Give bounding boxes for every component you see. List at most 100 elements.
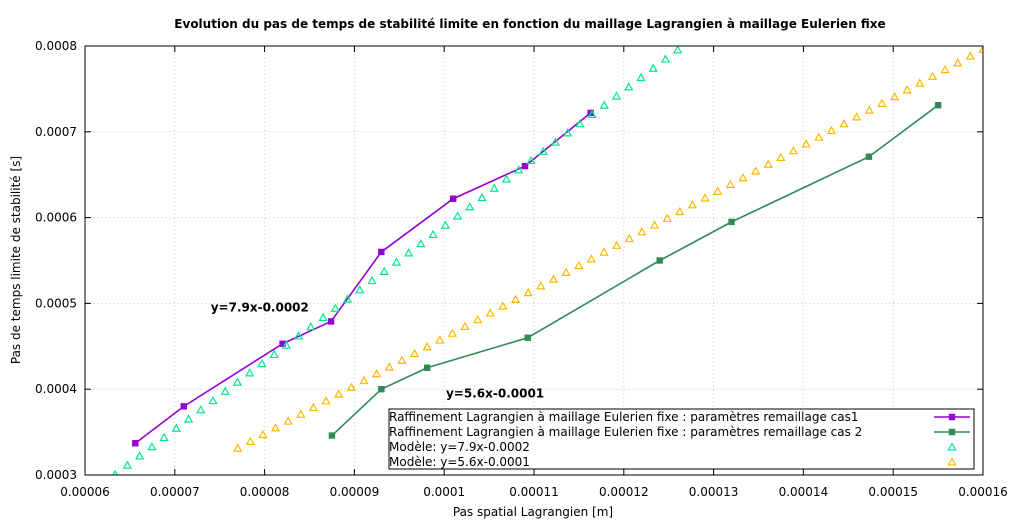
model-point <box>660 54 671 63</box>
data-point <box>728 218 735 226</box>
model-point <box>538 146 548 155</box>
model-point <box>257 358 267 368</box>
data-point <box>279 340 286 347</box>
model-point <box>367 275 377 285</box>
model-point <box>536 281 546 290</box>
model-point <box>135 451 145 460</box>
model-point <box>649 220 660 229</box>
data-point <box>423 364 431 371</box>
model-point <box>523 287 533 297</box>
model-point <box>342 294 353 303</box>
model-point <box>258 429 268 439</box>
x-tick-label: 0.00006 <box>60 485 110 499</box>
y-tick-label: 0.0008 <box>35 39 77 53</box>
model-point <box>452 211 463 220</box>
model-point <box>220 386 230 395</box>
model-point <box>599 247 609 256</box>
model-point <box>473 314 483 324</box>
model-point <box>788 145 799 155</box>
model-point <box>122 460 133 469</box>
model-point <box>293 331 304 340</box>
series-4 <box>233 46 983 452</box>
x-tick-label: 0.00015 <box>868 485 918 499</box>
data-point <box>524 334 531 341</box>
model-point <box>877 98 887 107</box>
legend-swatch-marker <box>948 428 956 436</box>
model-point <box>915 78 925 87</box>
model-point <box>196 405 206 414</box>
model-point <box>281 340 292 349</box>
model-point <box>465 202 475 211</box>
legend-label-series-4: Modèle: y=5.6x-0.0001 <box>389 455 530 469</box>
annotation-model-1: y=7.9x-0.0002 <box>211 301 309 315</box>
x-tick-label: 0.0001 <box>423 485 465 499</box>
y-tick-label: 0.0006 <box>35 211 77 225</box>
model-point <box>700 193 710 202</box>
model-point <box>624 233 634 243</box>
model-point <box>183 414 194 423</box>
model-point <box>750 166 761 175</box>
model-point <box>587 109 597 119</box>
data-point <box>865 153 873 160</box>
model-point <box>902 85 912 94</box>
model-point <box>171 423 181 432</box>
model-point <box>801 139 811 148</box>
model-point <box>485 308 495 317</box>
legend-box <box>388 408 975 470</box>
model-point <box>355 285 365 294</box>
legend: Raffinement Lagrangien à maillage Euleri… <box>388 408 975 470</box>
model-point <box>245 436 255 445</box>
series-line <box>331 104 939 437</box>
model-point <box>489 183 499 192</box>
legend-swatch-marker <box>948 413 956 421</box>
model-point <box>852 112 862 121</box>
axis-ticks: 0.00006 0.00007 0.00008 0.00009 0.0001 0.0001… <box>35 39 1008 499</box>
model-point <box>611 91 622 100</box>
model-point <box>306 322 316 331</box>
model-point <box>965 51 975 60</box>
model-point <box>563 128 573 137</box>
model-point <box>422 342 432 351</box>
model-point <box>283 416 293 425</box>
model-point <box>321 396 331 405</box>
model-point <box>510 294 521 304</box>
model-point <box>574 260 584 270</box>
data-point <box>132 440 139 447</box>
model-point <box>662 213 672 222</box>
data-point <box>378 386 385 393</box>
model-point <box>550 137 561 146</box>
model-point <box>548 274 559 283</box>
chart-title: Evolution du pas de temps de stabilité l… <box>174 17 885 31</box>
series-3 <box>112 46 683 475</box>
model-point <box>738 173 748 182</box>
model-point <box>725 179 735 189</box>
legend-label-series-2: Raffinement Lagrangien à maillage Euleri… <box>389 425 862 439</box>
annotation-model-2: y=5.6x-0.0001 <box>446 386 544 400</box>
series-2 <box>328 102 942 439</box>
y-axis-label: Pas de temps limite de stabilité [s] <box>9 156 23 364</box>
model-point <box>927 71 938 80</box>
model-point <box>648 63 658 72</box>
x-tick-label: 0.00009 <box>330 485 380 499</box>
model-point <box>159 432 169 442</box>
legend-swatch-triangle <box>947 457 957 466</box>
model-point <box>296 409 306 418</box>
model-point <box>416 238 426 248</box>
model-point <box>498 301 508 310</box>
model-point <box>637 227 647 236</box>
model-point <box>636 72 646 82</box>
data-point <box>180 403 187 410</box>
model-point <box>839 118 849 128</box>
model-point <box>599 100 609 109</box>
data-point <box>521 162 529 170</box>
model-point <box>330 303 340 312</box>
model-point <box>147 441 157 451</box>
data-point <box>378 248 385 256</box>
model-point <box>673 46 683 54</box>
model-point <box>447 328 458 337</box>
x-axis-label: Pas spatial Lagrangien [m] <box>453 505 613 519</box>
legend-swatches <box>934 413 970 466</box>
grid <box>85 46 983 475</box>
plot-frame <box>84 45 984 476</box>
model-point <box>713 186 723 195</box>
